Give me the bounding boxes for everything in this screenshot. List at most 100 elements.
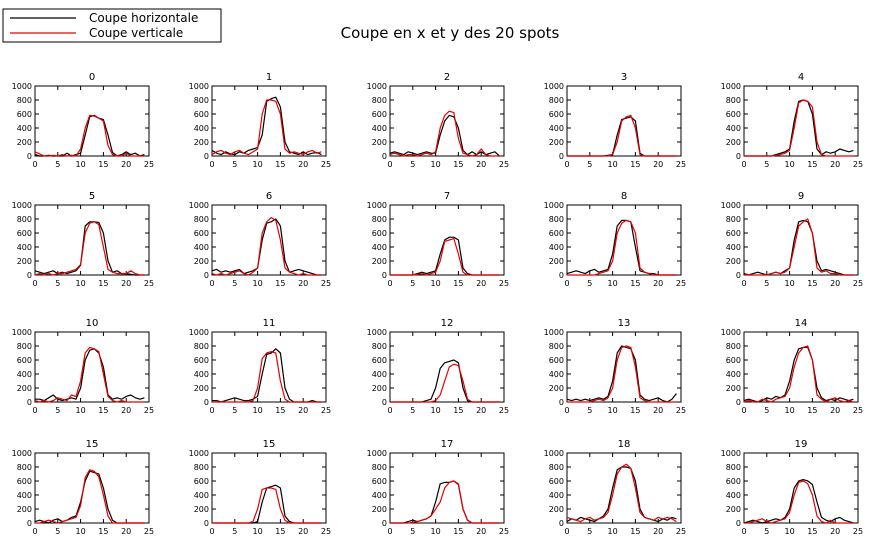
x-tick-label: 10	[608, 279, 618, 288]
y-tick-label: 200	[17, 384, 32, 393]
panel-title: 9	[798, 191, 804, 202]
x-tick-label: 25	[676, 279, 686, 288]
y-tick-label: 0	[559, 152, 564, 161]
x-tick-label: 15	[630, 279, 640, 288]
x-tick-label: 20	[476, 527, 486, 536]
x-tick-label: 5	[587, 279, 592, 288]
y-tick-label: 200	[17, 138, 32, 147]
y-tick-label: 0	[736, 398, 741, 407]
panel-16: 15 0 5 10 15 20 25 0 200 400 600 800 1000	[189, 439, 331, 536]
panel-frame	[389, 85, 505, 157]
y-tick-label: 600	[17, 229, 32, 238]
x-tick-label: 20	[653, 279, 663, 288]
panel-9: 9 0 5 10 15 20 25 0 200 400 600 800 1000	[721, 191, 863, 288]
y-tick-label: 800	[194, 463, 209, 472]
x-tick-label: 20	[121, 279, 131, 288]
panel-frame	[34, 204, 150, 276]
y-tick-label: 400	[549, 124, 564, 133]
series-line-verticale	[212, 351, 322, 403]
y-tick-label: 800	[194, 342, 209, 351]
series-line-verticale	[389, 110, 500, 157]
x-tick-label: 25	[676, 160, 686, 169]
x-tick-label: 20	[476, 279, 486, 288]
panel-3: 3 0 5 10 15 20 25 0 200 400 600 800 1000	[544, 72, 686, 169]
x-tick-label: 5	[55, 160, 60, 169]
x-tick-label: 15	[453, 279, 463, 288]
x-tick-label: 15	[807, 527, 817, 536]
y-tick-label: 800	[549, 463, 564, 472]
y-tick-label: 0	[27, 398, 32, 407]
y-tick-label: 800	[549, 96, 564, 105]
x-tick-label: 15	[453, 527, 463, 536]
y-tick-label: 1000	[189, 201, 209, 210]
x-tick-label: 10	[253, 527, 263, 536]
y-tick-label: 0	[382, 398, 387, 407]
y-tick-label: 800	[194, 215, 209, 224]
x-tick-label: 5	[764, 160, 769, 169]
x-tick-label: 20	[830, 160, 840, 169]
series-line-verticale	[390, 238, 500, 276]
x-tick-label: 25	[144, 160, 154, 169]
y-tick-label: 0	[204, 398, 209, 407]
y-tick-label: 1000	[367, 449, 387, 458]
y-tick-label: 800	[549, 215, 564, 224]
panel-frame	[389, 452, 505, 524]
panel-18: 18 0 5 10 15 20 25 0 200 400 600 800 1000	[544, 439, 686, 536]
x-tick-label: 10	[253, 160, 263, 169]
y-tick-label: 200	[726, 257, 741, 266]
y-tick-label: 600	[17, 477, 32, 486]
panel-title: 15	[263, 439, 276, 450]
x-tick-label: 5	[587, 527, 592, 536]
x-tick-label: 20	[121, 160, 131, 169]
panel-title: 13	[618, 318, 631, 329]
y-tick-label: 400	[549, 370, 564, 379]
x-tick-label: 0	[741, 527, 746, 536]
y-tick-label: 200	[17, 505, 32, 514]
y-tick-label: 600	[372, 229, 387, 238]
x-tick-label: 0	[741, 160, 746, 169]
x-tick-label: 5	[410, 160, 415, 169]
panel-17: 17 0 5 10 15 20 25 0 200 400 600 800 1000	[367, 439, 509, 536]
panel-frame	[389, 204, 505, 276]
y-tick-label: 400	[17, 491, 32, 500]
x-tick-label: 25	[853, 527, 863, 536]
y-tick-label: 400	[194, 124, 209, 133]
x-tick-label: 5	[587, 160, 592, 169]
y-tick-label: 600	[549, 229, 564, 238]
y-tick-label: 400	[372, 243, 387, 252]
series-line-horizontale	[212, 348, 322, 403]
y-tick-label: 1000	[544, 82, 564, 91]
y-tick-label: 400	[549, 491, 564, 500]
y-tick-label: 1000	[544, 201, 564, 210]
legend-label-verticale: Coupe verticale	[89, 26, 183, 40]
panel-title: 19	[795, 439, 808, 450]
series-line-horizontale	[743, 479, 854, 524]
series-line-verticale	[743, 345, 854, 403]
panel-title: 0	[89, 72, 95, 83]
y-tick-label: 0	[736, 152, 741, 161]
x-tick-label: 5	[55, 279, 60, 288]
x-tick-label: 10	[431, 406, 441, 415]
x-tick-label: 10	[608, 406, 618, 415]
y-tick-label: 1000	[544, 449, 564, 458]
y-tick-label: 1000	[189, 328, 209, 337]
y-tick-label: 400	[17, 370, 32, 379]
y-tick-label: 400	[372, 124, 387, 133]
y-tick-label: 600	[549, 356, 564, 365]
y-tick-label: 0	[559, 519, 564, 528]
y-tick-label: 200	[194, 257, 209, 266]
series-line-horizontale	[211, 218, 322, 276]
x-tick-label: 25	[144, 279, 154, 288]
panel-frame	[743, 85, 859, 157]
panel-frame	[34, 331, 150, 403]
x-tick-label: 15	[98, 406, 108, 415]
x-tick-label: 15	[807, 406, 817, 415]
x-tick-label: 5	[232, 160, 237, 169]
y-tick-label: 400	[17, 124, 32, 133]
series-line-verticale	[567, 114, 677, 157]
y-tick-label: 1000	[367, 201, 387, 210]
x-tick-label: 25	[499, 279, 509, 288]
panel-frame	[566, 452, 682, 524]
y-tick-label: 400	[726, 491, 741, 500]
